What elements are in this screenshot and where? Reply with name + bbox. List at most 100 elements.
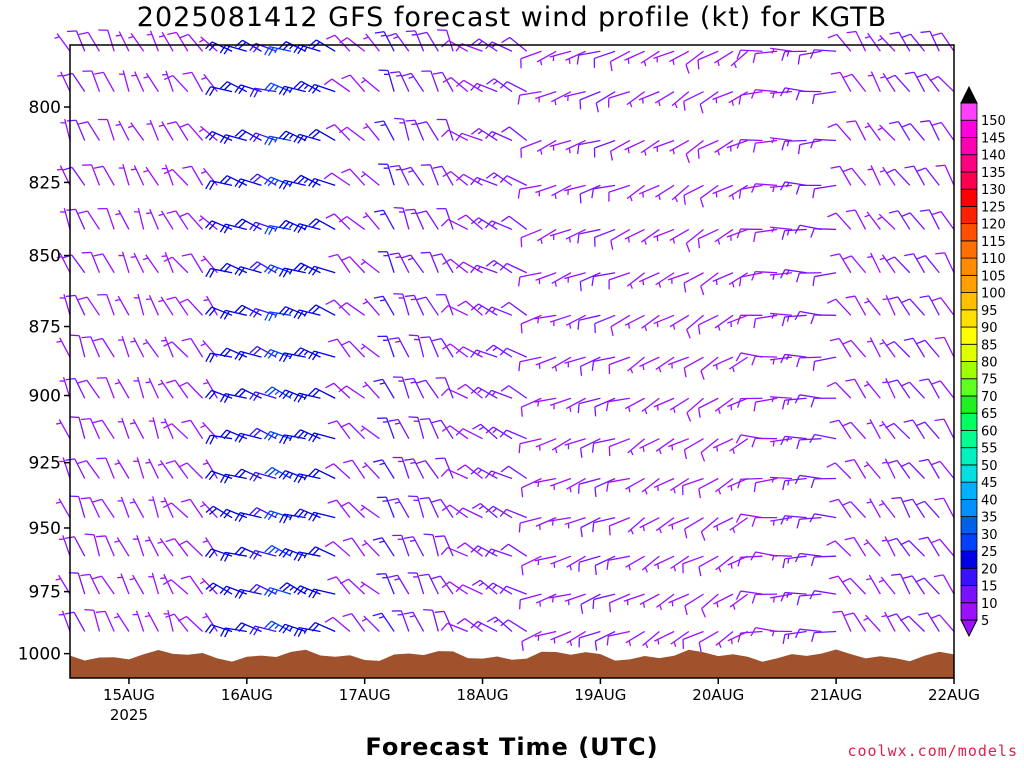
wind-barb bbox=[564, 517, 586, 529]
barb-full-feather bbox=[308, 218, 317, 226]
colorbar-label: 80 bbox=[981, 356, 998, 371]
barb-full-feather bbox=[919, 295, 930, 299]
barb-shaft bbox=[814, 555, 837, 558]
barb-shaft bbox=[508, 385, 528, 399]
barb-shaft bbox=[447, 388, 469, 399]
wind-barb bbox=[795, 184, 822, 195]
wind-barb bbox=[565, 139, 586, 154]
barb-full-feather bbox=[278, 180, 285, 189]
barb-shaft bbox=[520, 228, 542, 239]
wind-barb bbox=[591, 438, 616, 453]
barb-full-feather bbox=[401, 72, 412, 77]
wind-barb bbox=[517, 272, 542, 287]
barb-full-feather bbox=[829, 419, 840, 424]
wind-barb bbox=[737, 477, 763, 489]
barb-half-feather bbox=[642, 602, 646, 608]
barb-full-feather bbox=[809, 590, 815, 600]
barb-full-feather bbox=[343, 459, 353, 464]
barb-shaft bbox=[106, 208, 115, 230]
wind-barb bbox=[55, 498, 71, 518]
wind-barb bbox=[198, 125, 218, 141]
wind-barb bbox=[931, 460, 955, 479]
barb-full-feather bbox=[293, 429, 301, 438]
wind-barb bbox=[157, 460, 174, 479]
barb-shaft bbox=[799, 516, 822, 520]
barb-full-feather bbox=[915, 421, 926, 427]
barb-shaft bbox=[580, 356, 601, 368]
barb-full-feather bbox=[919, 378, 929, 382]
wind-barb bbox=[642, 630, 660, 649]
barb-full-feather bbox=[423, 533, 434, 536]
barb-full-feather bbox=[311, 85, 319, 94]
wind-barb bbox=[161, 164, 174, 186]
barb-full-feather bbox=[163, 423, 173, 429]
barb-full-feather bbox=[698, 642, 702, 652]
barb-shaft bbox=[102, 253, 115, 274]
barb-half-feather bbox=[787, 399, 790, 406]
barb-full-feather bbox=[782, 558, 786, 569]
wind-barb bbox=[146, 30, 160, 52]
barb-full-feather bbox=[278, 389, 286, 398]
wind-barb bbox=[308, 432, 336, 443]
barb-shaft bbox=[913, 165, 926, 186]
barb-full-feather bbox=[595, 102, 599, 113]
wind-barb bbox=[392, 376, 410, 399]
wind-barb bbox=[714, 314, 734, 331]
wind-barb bbox=[278, 179, 306, 190]
barb-full-feather bbox=[811, 632, 815, 642]
wind-barb bbox=[918, 458, 940, 479]
wind-barb bbox=[697, 139, 719, 159]
barb-full-feather bbox=[264, 135, 270, 145]
barb-full-feather bbox=[470, 303, 479, 311]
barb-shaft bbox=[508, 126, 528, 141]
wind-barb bbox=[670, 555, 690, 572]
barb-full-feather bbox=[223, 177, 232, 185]
wind-barb bbox=[826, 540, 852, 557]
barb-full-feather bbox=[234, 622, 242, 631]
barb-full-feather bbox=[179, 33, 189, 39]
wind-barb bbox=[811, 630, 837, 642]
wind-barb bbox=[830, 71, 852, 92]
colorbar-segment bbox=[960, 378, 978, 397]
barb-shaft bbox=[912, 253, 926, 274]
wind-barb bbox=[392, 456, 410, 479]
barb-full-feather bbox=[419, 573, 429, 577]
wind-barb bbox=[293, 392, 321, 403]
barb-full-feather bbox=[84, 609, 94, 611]
wind-barb bbox=[714, 228, 734, 245]
barb-full-feather bbox=[810, 556, 815, 567]
barb-half-feather bbox=[642, 279, 645, 286]
wind-barb bbox=[389, 252, 410, 274]
wind-barb bbox=[595, 91, 616, 113]
barb-full-feather bbox=[795, 272, 801, 283]
barb-shaft bbox=[186, 381, 204, 399]
wind-barb bbox=[202, 612, 218, 632]
barb-shaft bbox=[594, 314, 616, 325]
wind-barb bbox=[729, 517, 749, 534]
barb-shaft bbox=[686, 397, 704, 414]
wind-barb bbox=[594, 630, 616, 651]
barb-shaft bbox=[838, 499, 852, 519]
barb-half-feather bbox=[644, 642, 649, 649]
barb-full-feather bbox=[297, 510, 305, 519]
wind-barb bbox=[877, 124, 896, 141]
barb-full-feather bbox=[828, 575, 839, 580]
wind-barb bbox=[391, 610, 410, 632]
barb-full-feather bbox=[66, 208, 76, 211]
barb-full-feather bbox=[797, 54, 801, 65]
barb-full-feather bbox=[374, 209, 384, 213]
barb-half-feather bbox=[130, 340, 136, 343]
barb-full-feather bbox=[63, 72, 73, 77]
barb-full-feather bbox=[78, 210, 88, 215]
wind-barb bbox=[234, 304, 262, 316]
wind-barb bbox=[686, 397, 704, 422]
wind-barb bbox=[373, 459, 395, 479]
wind-barb bbox=[594, 397, 616, 417]
barb-full-feather bbox=[373, 378, 383, 383]
wind-barb bbox=[639, 593, 660, 608]
barb-full-feather bbox=[779, 87, 786, 97]
colorbar-label: 15 bbox=[981, 580, 998, 595]
wind-barb bbox=[485, 130, 513, 142]
barb-shaft bbox=[854, 378, 867, 399]
colorbar-segment bbox=[960, 516, 978, 535]
